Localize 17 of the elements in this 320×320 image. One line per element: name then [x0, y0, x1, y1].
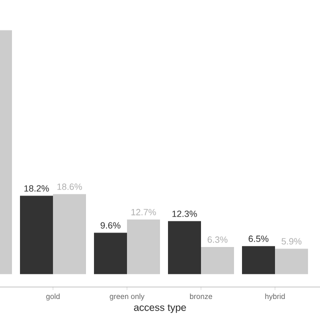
data-label: 12.3%	[172, 210, 197, 217]
bar	[94, 232, 127, 274]
bar	[126, 219, 160, 274]
bar	[20, 196, 53, 274]
bar	[242, 246, 276, 274]
data-label: 18.2%	[24, 185, 49, 192]
bar	[275, 248, 308, 274]
data-label: 6.3%	[208, 236, 228, 243]
data-label: 6.5%	[248, 236, 268, 242]
bar	[168, 221, 202, 274]
bar	[52, 194, 86, 274]
data-label: 12.7%	[131, 208, 156, 216]
data-label: 5.9%	[282, 238, 302, 245]
data-label: 18.6%	[57, 184, 82, 190]
data-label: 9.6%	[100, 222, 120, 229]
bar	[201, 246, 234, 274]
x-axis-title: access type	[134, 304, 186, 313]
